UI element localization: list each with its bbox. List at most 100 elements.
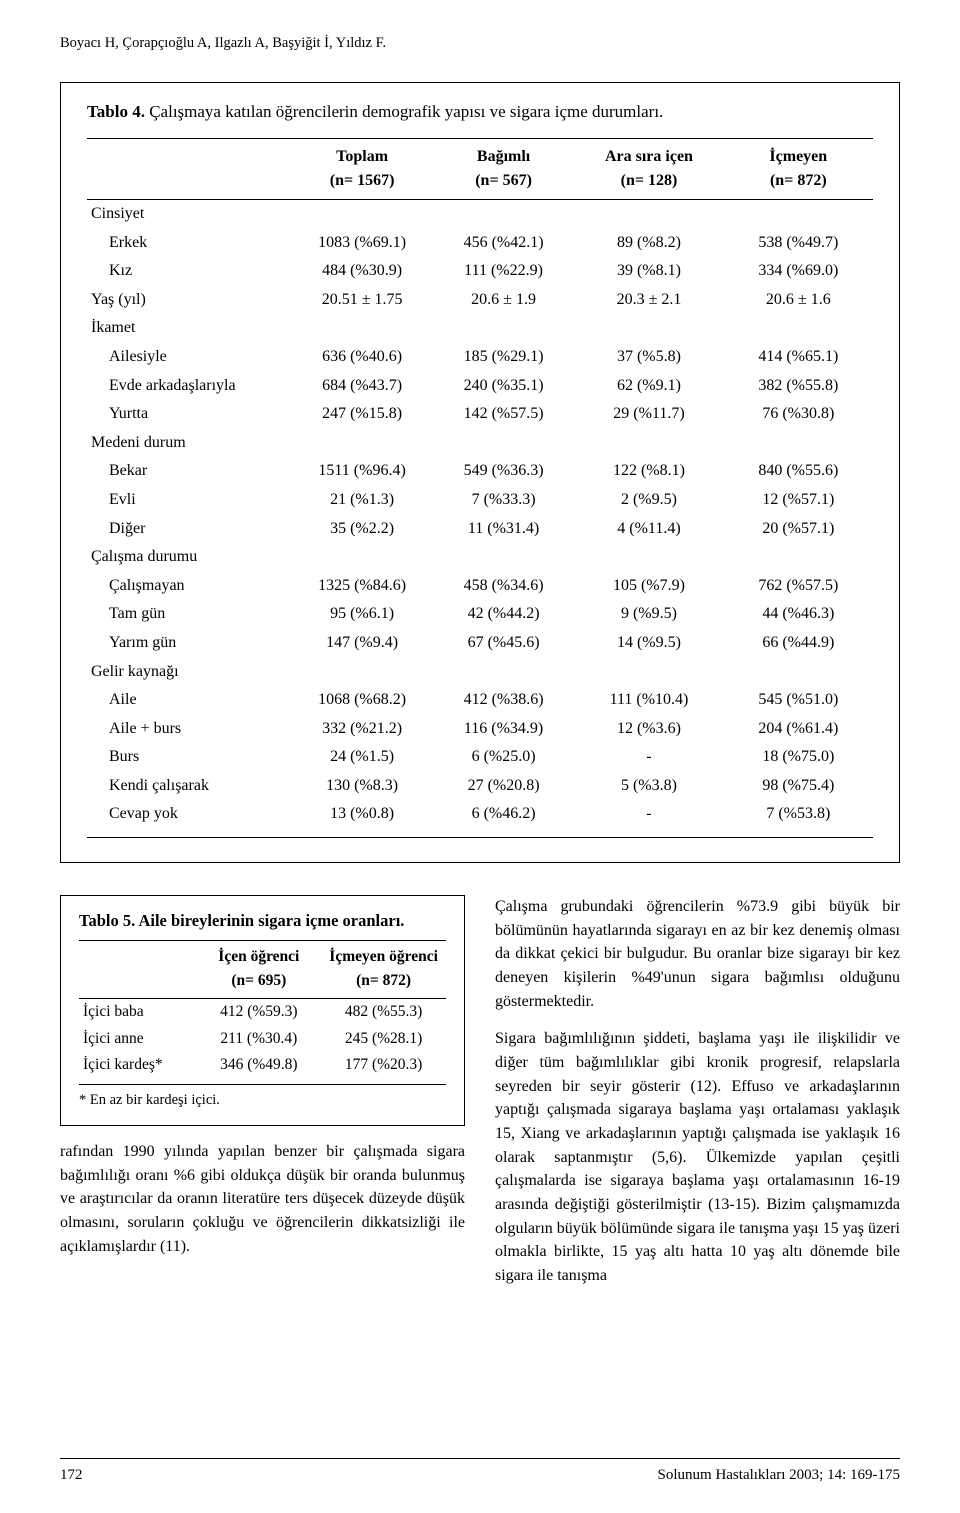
table-4-cell: 24 (%1.5) (291, 743, 432, 772)
table-4-cell: 456 (%42.1) (433, 228, 574, 257)
table-4-cell: 142 (%57.5) (433, 400, 574, 429)
table-5-row-label: İçici anne (79, 1026, 196, 1053)
table-4-cell: 20.51 ± 1.75 (291, 285, 432, 314)
table-4-section: Medeni durum (87, 428, 873, 457)
right-paragraph-1: Çalışma grubundaki öğrencilerin %73.9 gi… (495, 895, 900, 1013)
table-5-box: Tablo 5. Aile bireylerinin sigara içme o… (60, 895, 465, 1126)
table-4-cell: - (574, 743, 723, 772)
table-4: ToplamBağımlıAra sıra içenİçmeyen(n= 156… (87, 138, 873, 839)
table-4-cell: 14 (%9.5) (574, 628, 723, 657)
table-4-cell: 35 (%2.2) (291, 514, 432, 543)
table-4-cell: 39 (%8.1) (574, 257, 723, 286)
table-5: İçen öğrenciİçmeyen öğrenci(n= 695)(n= 8… (79, 940, 446, 1085)
table-4-cell: 1068 (%68.2) (291, 686, 432, 715)
table-4-cell: 20 (%57.1) (724, 514, 873, 543)
left-paragraph: rafından 1990 yılında yapılan benzer bir… (60, 1140, 465, 1258)
table-4-header: Ara sıra içen (574, 138, 723, 169)
table-4-cell: 247 (%15.8) (291, 400, 432, 429)
table-4-cell: 37 (%5.8) (574, 342, 723, 371)
table-4-row-label: Aile + burs (87, 714, 291, 743)
table-4-row-label: Evli (87, 485, 291, 514)
table-4-cell: 12 (%3.6) (574, 714, 723, 743)
table-4-cell: 1083 (%69.1) (291, 228, 432, 257)
table-4-subheader: (n= 567) (433, 169, 574, 200)
table-4-cell: 636 (%40.6) (291, 342, 432, 371)
table-4-cell: 12 (%57.1) (724, 485, 873, 514)
table-4-cell: 6 (%25.0) (433, 743, 574, 772)
right-column: Çalışma grubundaki öğrencilerin %73.9 gi… (495, 889, 900, 1302)
table-4-subheader (87, 169, 291, 200)
table-4-section: Cinsiyet (87, 199, 873, 228)
table-4-cell: 95 (%6.1) (291, 600, 432, 629)
table-4-row-label: Evde arkadaşlarıyla (87, 371, 291, 400)
table-4-cell: 116 (%34.9) (433, 714, 574, 743)
table-4-subheader: (n= 1567) (291, 169, 432, 200)
table-4-cell: 334 (%69.0) (724, 257, 873, 286)
table-4-cell: 111 (%10.4) (574, 686, 723, 715)
table-4-cell: 549 (%36.3) (433, 457, 574, 486)
table-4-cell: 62 (%9.1) (574, 371, 723, 400)
table-4-cell: 105 (%7.9) (574, 571, 723, 600)
table-4-cell: 840 (%55.6) (724, 457, 873, 486)
table-5-header: İçmeyen öğrenci (321, 941, 446, 970)
page-footer: 172 Solunum Hastalıkları 2003; 14: 169-1… (60, 1458, 900, 1485)
table-4-cell: 18 (%75.0) (724, 743, 873, 772)
table-4-cell: 5 (%3.8) (574, 771, 723, 800)
text-columns: Tablo 5. Aile bireylerinin sigara içme o… (60, 889, 900, 1302)
table-4-cell: 7 (%33.3) (433, 485, 574, 514)
table-4-section: İkamet (87, 314, 873, 343)
table-4-cell: 9 (%9.5) (574, 600, 723, 629)
table-4-row-label: Yurtta (87, 400, 291, 429)
table-4-subheader: (n= 872) (724, 169, 873, 200)
table-4-cell: 67 (%45.6) (433, 628, 574, 657)
table-4-row-label: Yaş (yıl) (87, 285, 291, 314)
table-4-cell: 111 (%22.9) (433, 257, 574, 286)
table-4-row-label: Erkek (87, 228, 291, 257)
table-5-subheader (79, 969, 196, 998)
table-4-cell: 147 (%9.4) (291, 628, 432, 657)
table-4-cell: 382 (%55.8) (724, 371, 873, 400)
table-4-cell: 684 (%43.7) (291, 371, 432, 400)
table-4-row-label: Kız (87, 257, 291, 286)
table-4-header (87, 138, 291, 169)
table-4-cell: 545 (%51.0) (724, 686, 873, 715)
table-5-row-label: İçici kardeş* (79, 1052, 196, 1084)
table-4-cell: 6 (%46.2) (433, 800, 574, 838)
table-4-cell: 98 (%75.4) (724, 771, 873, 800)
table-4-cell: 20.3 ± 2.1 (574, 285, 723, 314)
table-4-cell: 122 (%8.1) (574, 457, 723, 486)
table-4-cell: 2 (%9.5) (574, 485, 723, 514)
table-4-cell: 185 (%29.1) (433, 342, 574, 371)
table-5-cell: 482 (%55.3) (321, 998, 446, 1025)
left-column: Tablo 5. Aile bireylerinin sigara içme o… (60, 889, 465, 1302)
table-4-section: Gelir kaynağı (87, 657, 873, 686)
table-4-header: Toplam (291, 138, 432, 169)
table-4-cell: 1325 (%84.6) (291, 571, 432, 600)
table-4-cell: 762 (%57.5) (724, 571, 873, 600)
table-4-row-label: Burs (87, 743, 291, 772)
table-4-cell: 42 (%44.2) (433, 600, 574, 629)
table-4-cell: 21 (%1.3) (291, 485, 432, 514)
table-4-row-label: Cevap yok (87, 800, 291, 838)
table-4-row-label: Diğer (87, 514, 291, 543)
table-5-header: İçen öğrenci (196, 941, 321, 970)
journal-ref: Solunum Hastalıkları 2003; 14: 169-175 (658, 1465, 900, 1485)
table-4-row-label: Kendi çalışarak (87, 771, 291, 800)
table-5-cell: 245 (%28.1) (321, 1026, 446, 1053)
page-number: 172 (60, 1465, 83, 1485)
table-4-row-label: Çalışmayan (87, 571, 291, 600)
table-4-cell: 1511 (%96.4) (291, 457, 432, 486)
table-4-cell: 484 (%30.9) (291, 257, 432, 286)
right-paragraph-2: Sigara bağımlılığının şiddeti, başlama y… (495, 1027, 900, 1287)
table-5-title: Tablo 5. Aile bireylerinin sigara içme o… (79, 910, 446, 932)
table-4-row-label: Bekar (87, 457, 291, 486)
table-4-section: Çalışma durumu (87, 543, 873, 572)
table-4-cell: 44 (%46.3) (724, 600, 873, 629)
table-4-cell: 458 (%34.6) (433, 571, 574, 600)
table-4-cell: 4 (%11.4) (574, 514, 723, 543)
table-4-cell: 414 (%65.1) (724, 342, 873, 371)
table-4-row-label: Aile (87, 686, 291, 715)
table-4-cell: - (574, 800, 723, 838)
table-4-title-rest: Çalışmaya katılan öğrencilerin demografi… (149, 102, 663, 121)
table-4-cell: 27 (%20.8) (433, 771, 574, 800)
